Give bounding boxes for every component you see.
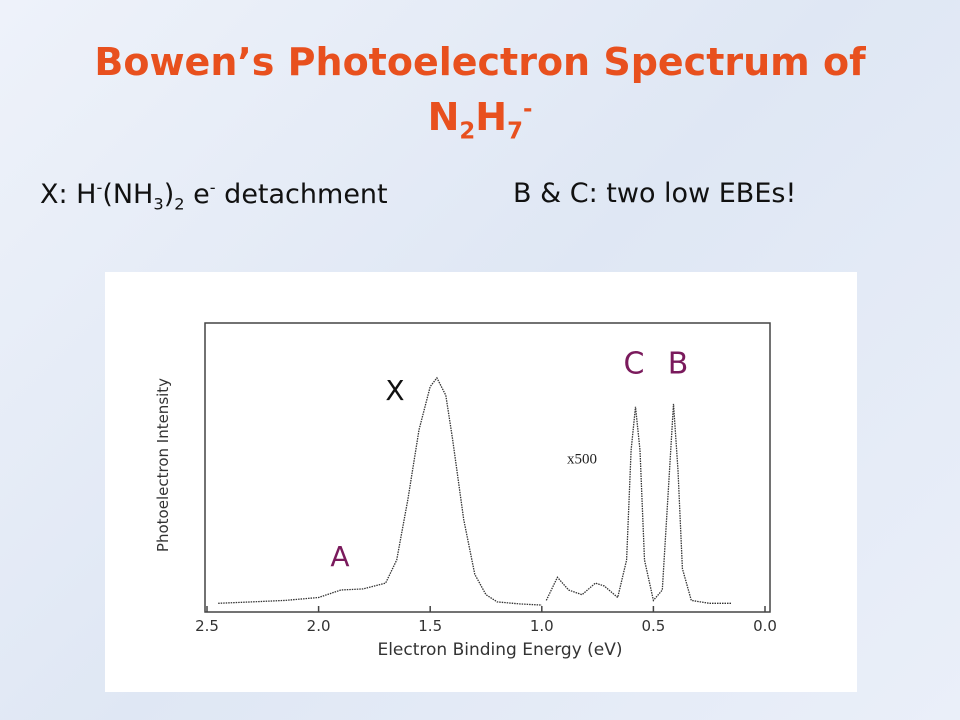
text: 2 [174,194,185,214]
text: ) [163,179,175,210]
formula-part: - [522,96,533,123]
text: e [184,179,210,210]
chart-panel [105,272,857,692]
x-tick-label: 2.5 [195,617,219,635]
formula-part: N [427,95,460,139]
spectrum-line [218,376,542,606]
title: Bowen’s Photoelectron Spectrum of [94,40,866,84]
x-tick-label: 1.0 [530,617,554,635]
text: X: H [40,179,97,210]
x-tick-label: 0.0 [753,617,777,635]
x-tick-label: 2.0 [307,617,331,635]
x-tick-label: 1.5 [418,617,442,635]
subtitle-left: X: H-(NH3)2 e- detachment [40,178,388,213]
annotation: C [624,347,645,382]
annotation: A [330,540,349,573]
text: 3 [153,194,164,214]
plot-frame [204,322,771,613]
annotation: X [385,374,404,407]
text: - [209,178,216,197]
formula: N2H7- [0,95,960,145]
x-tick-label: 0.5 [641,617,665,635]
annotation: B [668,347,689,382]
formula-part: 7 [507,118,523,145]
text: detachment [215,179,388,210]
x-axis-label: Electron Binding Energy (eV) [377,640,622,660]
formula-part: 2 [459,118,476,145]
annotation: x500 [567,451,597,467]
spectrum-line [545,403,732,604]
text: (NH [102,179,154,210]
text: - [96,178,103,197]
y-axis-label: Photoelectron Intensity [154,378,172,552]
formula-part: H [475,95,508,139]
subtitle-right: B & C: two low EBEs! [513,178,797,209]
